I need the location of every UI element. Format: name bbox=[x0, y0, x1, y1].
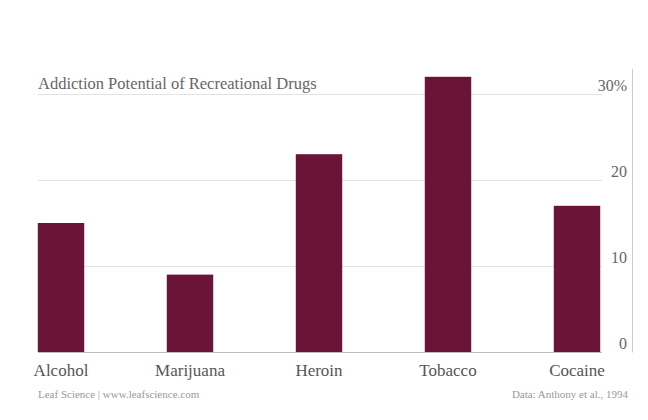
credit: Leaf Science | www.leafscience.com bbox=[38, 388, 200, 400]
x-tick: Heroin bbox=[295, 361, 343, 380]
x-tick: Tobacco bbox=[419, 361, 476, 380]
x-tick: Alcohol bbox=[34, 361, 89, 380]
y-tick: 10 bbox=[611, 249, 632, 267]
bar bbox=[554, 206, 600, 352]
y-axis-line bbox=[632, 69, 633, 353]
x-tick-label: Marijuana bbox=[155, 361, 225, 380]
y-tick-label: 30% bbox=[598, 77, 627, 94]
bars bbox=[38, 77, 600, 352]
title: Addiction Potential of Recreational Drug… bbox=[38, 74, 317, 93]
x-tick-label: Alcohol bbox=[34, 361, 89, 380]
y-tick: 0 bbox=[619, 335, 632, 353]
y-tick: 20 bbox=[611, 163, 632, 181]
grid-line bbox=[38, 94, 602, 95]
bar bbox=[425, 77, 471, 352]
bar bbox=[38, 223, 84, 352]
y-tick: 30% bbox=[598, 77, 632, 95]
x-tick-label: Cocaine bbox=[549, 361, 605, 380]
bar bbox=[296, 154, 342, 352]
y-tick-label: 10 bbox=[611, 249, 627, 266]
x-tick: Marijuana bbox=[155, 361, 225, 380]
y-axis: 0 10 20 30% bbox=[598, 69, 633, 353]
bar bbox=[167, 275, 213, 352]
x-axis: Alcohol Marijuana Heroin Tobacco Cocaine bbox=[34, 361, 605, 380]
y-tick-label: 0 bbox=[619, 335, 627, 352]
x-tick: Cocaine bbox=[549, 361, 605, 380]
grid bbox=[38, 94, 602, 352]
chart: 0 10 20 30% Alcohol Marijuana Heroin Tobacco Coc… bbox=[0, 0, 648, 420]
x-tick-label: Heroin bbox=[295, 361, 343, 380]
source: Data: Anthony et al., 1994 bbox=[512, 388, 629, 400]
x-tick-label: Tobacco bbox=[419, 361, 476, 380]
y-tick-label: 20 bbox=[611, 163, 627, 180]
